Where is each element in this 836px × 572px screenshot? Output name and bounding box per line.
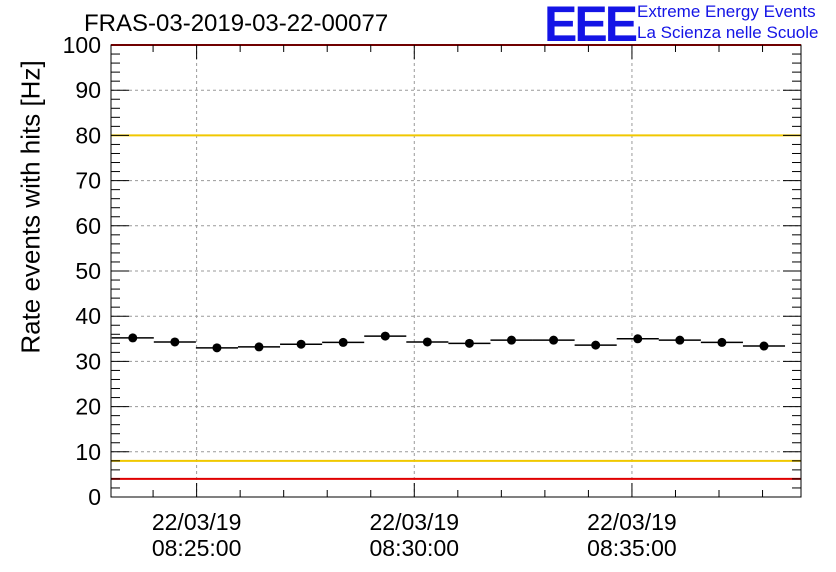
y-tick-label: 50 xyxy=(75,258,101,284)
data-point xyxy=(759,341,769,351)
axes: 010203040506070809010022/03/1908:25:0022… xyxy=(63,32,802,561)
y-tick-label: 80 xyxy=(75,122,101,148)
x-tick-time-label: 08:35:00 xyxy=(587,535,677,561)
eee-logo: EEE xyxy=(544,0,638,52)
data-point xyxy=(507,335,517,345)
logo-line-2: La Scienza nelle Scuole xyxy=(637,23,819,42)
y-tick-label: 90 xyxy=(75,77,101,103)
y-tick-label: 10 xyxy=(75,439,101,465)
grid-lines xyxy=(111,45,801,497)
data-point xyxy=(549,335,559,345)
x-tick-date-label: 22/03/19 xyxy=(370,509,460,535)
data-series xyxy=(111,331,786,353)
data-point xyxy=(212,343,222,353)
y-tick-label: 100 xyxy=(63,32,101,58)
data-point xyxy=(675,335,685,345)
data-point xyxy=(591,340,601,350)
x-tick-time-label: 08:25:00 xyxy=(152,535,242,561)
data-point xyxy=(422,337,432,347)
data-point xyxy=(633,334,643,344)
y-tick-label: 70 xyxy=(75,168,101,194)
data-point xyxy=(380,331,390,341)
logo-line-1: Extreme Energy Events xyxy=(637,2,816,21)
plot-frame xyxy=(110,44,802,498)
y-tick-label: 40 xyxy=(75,303,101,329)
reference-lines xyxy=(111,44,801,480)
y-tick-label: 60 xyxy=(75,213,101,239)
chart-title: FRAS-03-2019-03-22-00077 xyxy=(84,10,389,37)
y-tick-label: 0 xyxy=(88,484,101,510)
x-tick-date-label: 22/03/19 xyxy=(152,509,242,535)
y-tick-label: 30 xyxy=(75,348,101,374)
data-point xyxy=(338,337,348,347)
data-point xyxy=(717,337,727,347)
data-point xyxy=(170,337,180,347)
x-tick-time-label: 08:30:00 xyxy=(370,535,460,561)
y-tick-label: 20 xyxy=(75,394,101,420)
data-point xyxy=(464,338,474,348)
data-point xyxy=(254,342,264,352)
x-tick-date-label: 22/03/19 xyxy=(587,509,677,535)
data-point xyxy=(128,333,138,343)
data-point xyxy=(296,339,306,349)
